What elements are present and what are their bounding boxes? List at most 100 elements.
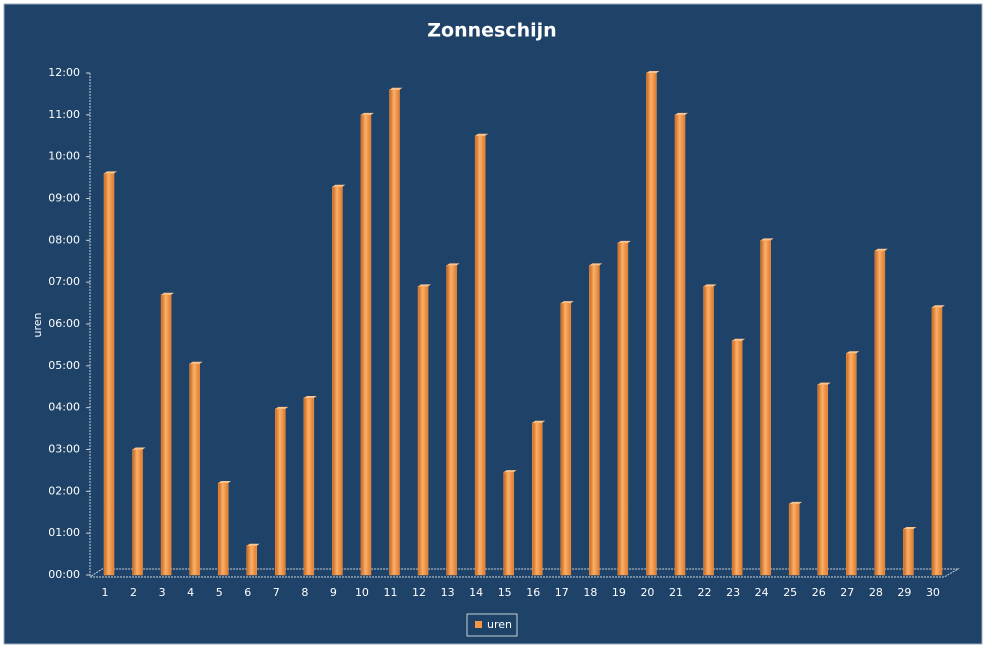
bar <box>532 422 543 576</box>
bar-top <box>732 338 746 341</box>
x-tick-label: 4 <box>187 586 194 599</box>
bar-top <box>332 184 346 187</box>
bar <box>703 286 714 576</box>
x-tick-label: 22 <box>698 586 712 599</box>
x-tick-label: 14 <box>469 586 483 599</box>
x-tick-label: 9 <box>330 586 337 599</box>
x-tick-label: 2 <box>130 586 137 599</box>
bar <box>817 384 828 576</box>
bar-top <box>646 71 660 73</box>
x-tick-label: 23 <box>726 586 740 599</box>
bar <box>589 265 600 576</box>
bar <box>360 114 372 576</box>
x-tick-label: 24 <box>755 586 769 599</box>
bar <box>189 363 200 576</box>
x-tick-label: 28 <box>869 586 883 599</box>
x-tick-label: 8 <box>301 586 308 599</box>
bar-top <box>189 361 203 364</box>
x-tick-label: 19 <box>612 586 626 599</box>
bar <box>132 449 143 576</box>
x-tick-label: 3 <box>159 586 166 599</box>
bar <box>617 242 629 576</box>
y-axis-title: uren <box>31 312 44 337</box>
y-tick-label: 11:00 <box>48 108 80 121</box>
bar <box>646 72 657 576</box>
x-tick-label: 27 <box>840 586 854 599</box>
bar <box>874 250 886 576</box>
bar <box>903 528 914 576</box>
bar-top <box>104 171 117 174</box>
bar <box>160 294 172 576</box>
bar-top <box>275 406 289 409</box>
bar-top <box>446 263 460 266</box>
chart-background <box>3 3 983 645</box>
bar-top <box>874 248 888 251</box>
bar-top <box>161 292 175 295</box>
x-tick-label: 20 <box>640 586 654 599</box>
x-tick-label: 30 <box>926 586 940 599</box>
bar-top <box>617 240 631 243</box>
bar-top <box>360 112 374 115</box>
bar-top <box>532 420 546 423</box>
bar-top <box>475 133 489 136</box>
bar <box>731 340 743 576</box>
bar <box>303 397 315 576</box>
x-tick-label: 25 <box>783 586 797 599</box>
bar-top <box>389 87 403 90</box>
bar <box>446 265 457 576</box>
bar <box>217 482 229 576</box>
bar-top <box>817 382 831 385</box>
bar-top <box>132 447 146 450</box>
bar-top <box>846 351 860 354</box>
bar <box>246 545 257 576</box>
y-tick-label: 09:00 <box>48 192 80 205</box>
bar <box>103 173 115 576</box>
bar <box>760 240 771 576</box>
x-tick-label: 17 <box>555 586 569 599</box>
x-tick-label: 10 <box>355 586 369 599</box>
bar <box>332 186 343 576</box>
x-tick-label: 16 <box>526 586 540 599</box>
bar-top <box>503 470 517 473</box>
x-tick-label: 13 <box>441 586 455 599</box>
y-tick-label: 00:00 <box>48 568 80 581</box>
y-tick-label: 03:00 <box>48 443 80 456</box>
bar <box>417 286 429 576</box>
bar-top <box>560 301 574 304</box>
y-tick-label: 07:00 <box>48 275 80 288</box>
chart-title: Zonneschijn <box>427 20 556 42</box>
bar-top <box>931 305 945 308</box>
bar <box>788 503 800 576</box>
floor <box>89 568 960 578</box>
bar <box>389 89 400 576</box>
bar <box>674 114 686 576</box>
bar-top <box>418 284 432 287</box>
y-tick-label: 12:00 <box>48 66 80 79</box>
bar <box>931 307 943 576</box>
bar-top <box>675 112 688 115</box>
x-tick-label: 15 <box>498 586 512 599</box>
y-tick-label: 05:00 <box>48 359 80 372</box>
y-tick-label: 08:00 <box>48 233 80 246</box>
x-tick-label: 5 <box>216 586 223 599</box>
x-tick-label: 12 <box>412 586 426 599</box>
bar <box>474 135 486 576</box>
bar <box>503 471 514 576</box>
y-tick-label: 02:00 <box>48 484 80 497</box>
legend-swatch <box>475 621 482 628</box>
x-tick-label: 26 <box>812 586 826 599</box>
bar-top <box>589 263 603 266</box>
bar <box>846 353 857 576</box>
bar-top <box>303 396 317 399</box>
bar-top <box>789 501 803 504</box>
bar-top <box>903 526 917 529</box>
x-tick-label: 6 <box>244 586 251 599</box>
x-tick-label: 7 <box>273 586 280 599</box>
y-tick-label: 04:00 <box>48 401 80 414</box>
bar-top <box>760 238 774 241</box>
bar-top <box>246 543 260 546</box>
bar-top <box>218 480 232 483</box>
x-tick-label: 11 <box>384 586 398 599</box>
y-tick-label: 10:00 <box>48 150 80 163</box>
